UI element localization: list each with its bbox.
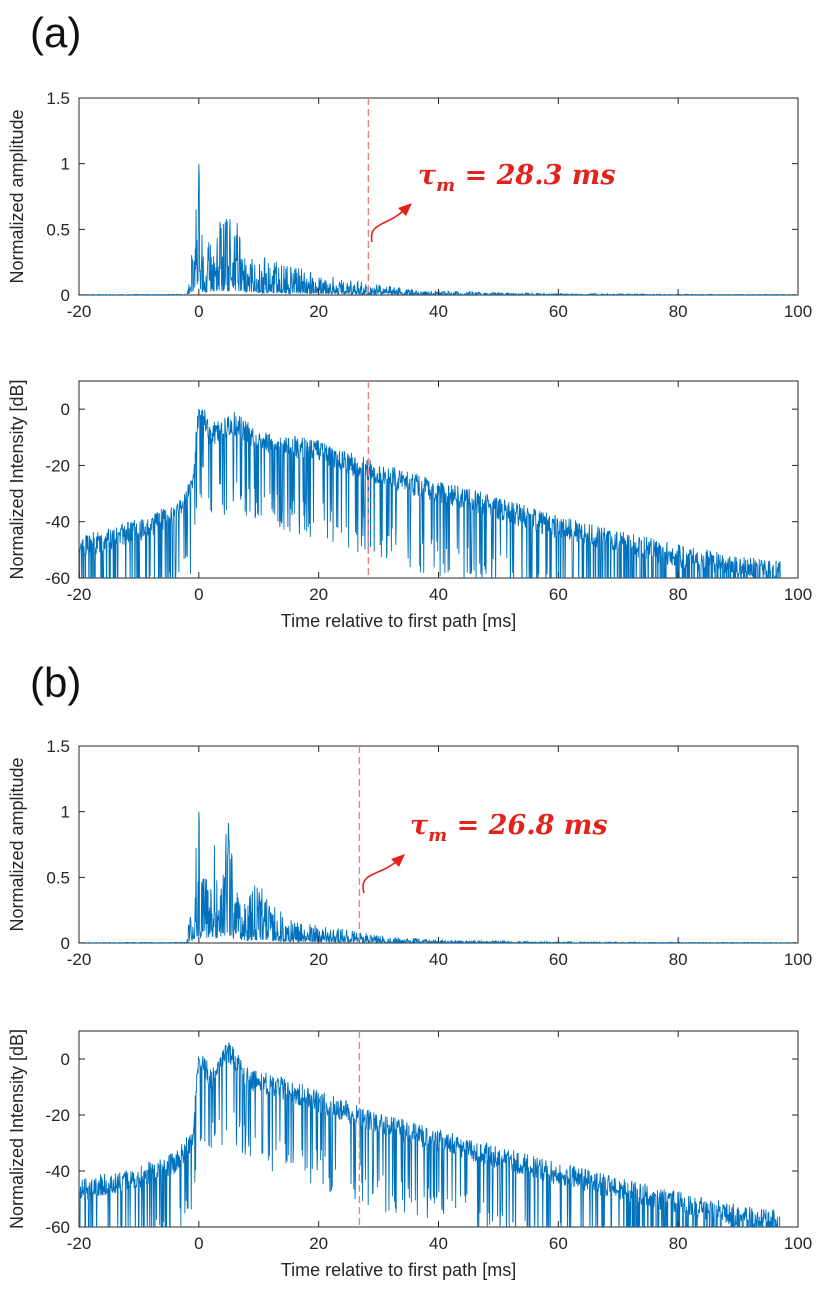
y-tick-label: 0 — [61, 1050, 70, 1069]
x-tick-label: 0 — [194, 585, 203, 604]
tau-annotation-a: τm = 28.3 ms — [418, 160, 616, 196]
x-tick-label: 80 — [669, 1234, 688, 1253]
panel-label-b: (b) — [30, 659, 81, 706]
y-tick-label: 0.5 — [46, 868, 70, 887]
y-tick-label: 0.5 — [46, 220, 70, 239]
x-tick-label: 20 — [309, 1234, 328, 1253]
x-tick-label: 60 — [549, 950, 568, 969]
x-tick-label: 60 — [549, 1234, 568, 1253]
x-tick-label: 40 — [429, 585, 448, 604]
x-tick-label: -20 — [67, 585, 92, 604]
chart-b-intensity: -20 0 20 40 60 80 100 -60 -40 -20 0 Normalized Inte… — [7, 1029, 812, 1280]
x-tick-label: -20 — [67, 950, 92, 969]
panel-label-a: (a) — [30, 9, 81, 56]
y-axis-label: Normalized amplitude — [7, 757, 27, 931]
y-tick-label: 1.5 — [46, 89, 70, 108]
annotation-b: τm = 26.8 ms — [362, 810, 608, 894]
y-axis-label: Normalized amplitude — [7, 109, 27, 283]
y-tick-label: -20 — [45, 1106, 70, 1125]
annotation-arrow-a — [370, 209, 405, 243]
x-axis-label: Time relative to first path [ms] — [281, 611, 516, 631]
annotation-arrowhead-b — [391, 854, 405, 867]
x-tick-label: 80 — [669, 302, 688, 321]
x-tick-label: 0 — [194, 302, 203, 321]
series-line — [79, 408, 781, 578]
y-tick-label: 1 — [61, 155, 70, 174]
x-tick-label: 100 — [784, 950, 812, 969]
x-tick-label: 40 — [429, 302, 448, 321]
chart-a-intensity: -20 0 20 40 60 80 100 -60 -40 -20 0 Normalized Inte… — [7, 379, 812, 631]
y-tick-label: -60 — [45, 569, 70, 588]
annotation-a: τm = 28.3 ms — [370, 160, 616, 243]
x-tick-label: 80 — [669, 585, 688, 604]
tau-annotation-b: τm = 26.8 ms — [410, 810, 608, 846]
x-tick-label: 100 — [784, 585, 812, 604]
x-axis-label: Time relative to first path [ms] — [281, 1260, 516, 1280]
y-tick-label: -40 — [45, 513, 70, 532]
y-axis-label: Normalized Intensity [dB] — [7, 1029, 27, 1229]
axes-box — [78, 97, 799, 296]
x-tick-label: -20 — [67, 1234, 92, 1253]
y-tick-label: 1.5 — [46, 737, 70, 756]
series-line — [79, 1042, 781, 1227]
x-tick-label: 60 — [549, 302, 568, 321]
x-tick-label: 20 — [309, 950, 328, 969]
x-tick-label: 0 — [194, 950, 203, 969]
y-tick-label: 1 — [61, 803, 70, 822]
y-tick-label: 0 — [61, 400, 70, 419]
x-tick-label: 60 — [549, 585, 568, 604]
y-tick-label: -20 — [45, 456, 70, 475]
annotation-arrowhead-a — [398, 203, 412, 216]
x-tick-label: 80 — [669, 950, 688, 969]
y-tick-label: 0 — [61, 934, 70, 953]
x-tick-label: 20 — [309, 302, 328, 321]
x-tick-label: 40 — [429, 950, 448, 969]
x-tick-label: 100 — [784, 302, 812, 321]
x-tick-label: 20 — [309, 585, 328, 604]
y-axis-label: Normalized Intensity [dB] — [7, 379, 27, 579]
y-tick-label: -40 — [45, 1162, 70, 1181]
x-tick-label: -20 — [67, 302, 92, 321]
annotation-arrow-b — [362, 860, 398, 894]
x-tick-label: 40 — [429, 1234, 448, 1253]
x-tick-label: 100 — [784, 1234, 812, 1253]
y-tick-label: -60 — [45, 1218, 70, 1237]
y-tick-label: 0 — [61, 286, 70, 305]
x-tick-label: 0 — [194, 1234, 203, 1253]
